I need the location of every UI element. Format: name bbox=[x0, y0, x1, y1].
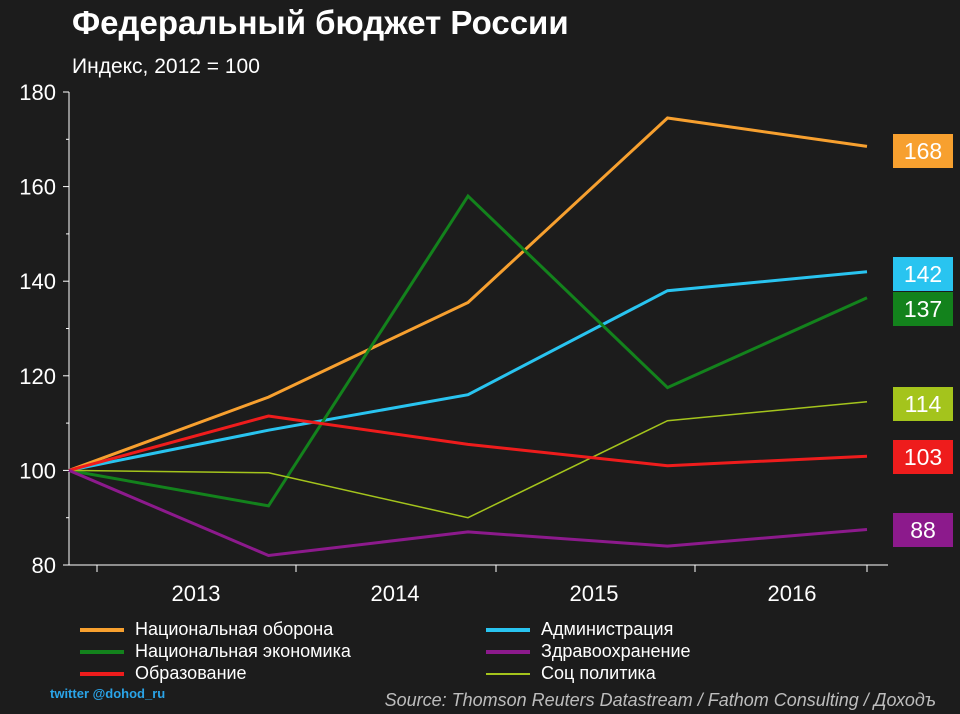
y-tick-label: 80 bbox=[32, 553, 56, 578]
end-value-badge bbox=[893, 134, 953, 168]
legend-label: Образование bbox=[135, 663, 247, 683]
y-tick-label: 180 bbox=[19, 80, 56, 105]
series-line-1 bbox=[68, 270, 868, 472]
end-value-badge bbox=[893, 292, 953, 326]
twitter-handle: twitter @dohod_ru bbox=[50, 686, 166, 701]
y-tick-label: 160 bbox=[19, 175, 56, 200]
legend-swatch-defense bbox=[80, 627, 124, 632]
legend-swatch-education bbox=[80, 671, 124, 676]
end-value-badge bbox=[893, 440, 953, 474]
legend-item-social-policy: Соц политика bbox=[486, 663, 656, 684]
legend-swatch-economy bbox=[80, 649, 124, 654]
end-value-label: 88 bbox=[910, 517, 936, 543]
series-line-5 bbox=[68, 469, 868, 558]
end-value-badge bbox=[893, 513, 953, 547]
source-note: Source: Thomson Reuters Datastream / Fat… bbox=[384, 690, 936, 710]
end-value-label: 168 bbox=[904, 138, 942, 164]
legend-swatch-healthcare bbox=[486, 649, 530, 654]
legend-swatch-administration bbox=[486, 627, 530, 632]
y-tick-label: 100 bbox=[19, 458, 56, 483]
legend-item-administration: Администрация bbox=[486, 619, 673, 640]
x-tick-label: 2014 bbox=[371, 581, 420, 606]
end-value-label: 137 bbox=[904, 296, 942, 322]
series-line-3 bbox=[68, 401, 868, 519]
y-tick-label: 140 bbox=[19, 269, 56, 294]
chart-subtitle: Индекс, 2012 = 100 bbox=[72, 55, 260, 78]
series-line-0 bbox=[68, 116, 868, 472]
legend-label: Администрация bbox=[541, 619, 674, 639]
series-line-2 bbox=[68, 193, 868, 508]
legend-label: Национальная экономика bbox=[135, 641, 351, 661]
legend-item-economy: Национальная экономика bbox=[80, 641, 351, 662]
legend-item-defense: Национальная оборона bbox=[80, 619, 333, 640]
legend-label: Соц политика bbox=[541, 663, 656, 683]
end-value-badge bbox=[893, 387, 953, 421]
x-tick-label: 2016 bbox=[768, 581, 817, 606]
legend-item-healthcare: Здравоохранение bbox=[486, 641, 691, 662]
x-tick-label: 2015 bbox=[570, 581, 619, 606]
series-line-4 bbox=[68, 414, 868, 472]
x-tick-label: 2013 bbox=[172, 581, 221, 606]
legend-item-education: Образование bbox=[80, 663, 247, 684]
legend-label: Здравоохранение bbox=[541, 641, 691, 661]
chart-title: Федеральный бюджет России bbox=[72, 4, 569, 41]
end-value-label: 103 bbox=[904, 444, 942, 470]
end-value-badge bbox=[893, 257, 953, 291]
legend-label: Национальная оборона bbox=[135, 619, 334, 639]
end-value-label: 114 bbox=[905, 391, 942, 417]
y-tick-label: 120 bbox=[19, 364, 56, 389]
end-value-label: 142 bbox=[904, 261, 942, 287]
legend-swatch-social-policy bbox=[486, 672, 530, 675]
